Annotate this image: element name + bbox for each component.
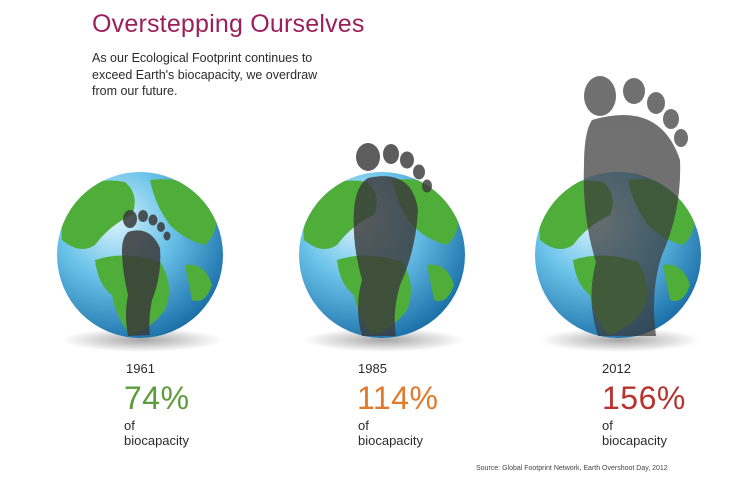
panel-2012: 2012 156% of biocapacity bbox=[0, 0, 701, 493]
page-subtitle: As our Ecological Footprint continues to… bbox=[92, 51, 318, 98]
year-label: 1961 bbox=[126, 361, 155, 376]
source-note: Source: Global Footprint Network, Earth … bbox=[476, 465, 668, 472]
percent-caption: of biocapacity bbox=[124, 418, 190, 448]
panel-1961: 1961 74% of biocapacity bbox=[0, 0, 223, 493]
year-label: 2012 bbox=[602, 361, 631, 376]
footprint-1985-icon bbox=[353, 143, 432, 336]
percent-value: 114% bbox=[357, 380, 439, 416]
footprint-2012-icon bbox=[583, 76, 688, 336]
footprint-1961-icon bbox=[122, 210, 171, 336]
percent-caption: of biocapacity bbox=[358, 418, 424, 448]
page-title: Overstepping Ourselves bbox=[92, 10, 365, 38]
percent-value: 156% bbox=[602, 380, 686, 416]
panel-1985: 1985 114% of biocapacity bbox=[0, 0, 465, 493]
year-label: 1985 bbox=[358, 361, 387, 376]
percent-caption: of biocapacity bbox=[602, 418, 668, 448]
percent-value: 74% bbox=[124, 380, 190, 416]
